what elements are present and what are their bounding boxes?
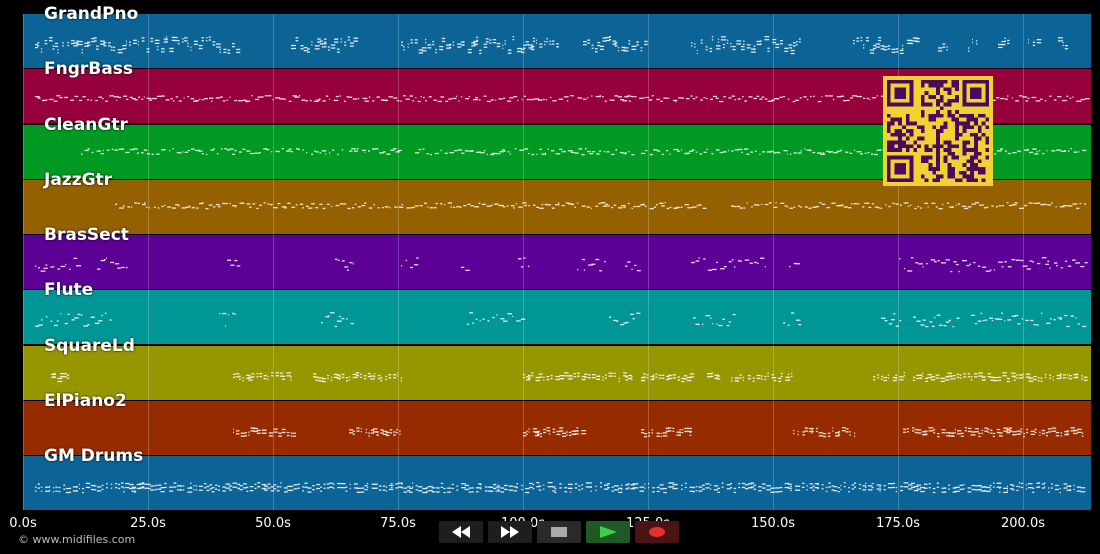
stop-icon: [550, 526, 568, 538]
track-lane-elpiano2[interactable]: ElPiano2: [23, 392, 1091, 455]
play-icon: [597, 525, 619, 539]
track-name: GM Drums: [44, 446, 144, 466]
track-lane-brassect[interactable]: BrasSect: [23, 227, 1091, 289]
rewind-button[interactable]: [439, 521, 483, 543]
rewind-icon: [450, 526, 472, 538]
track-lane-jazzgtr[interactable]: JazzGtr: [23, 171, 1091, 234]
track-name: ElPiano2: [44, 390, 127, 411]
track-notes: [51, 371, 1088, 382]
record-button[interactable]: [635, 521, 679, 543]
track-lane-gm-drums[interactable]: GM Drums: [23, 448, 1091, 510]
grid-line: [398, 14, 399, 510]
grid-line: [523, 14, 524, 510]
record-icon: [647, 525, 667, 539]
grid-line: [773, 14, 774, 510]
track-lane-grandpno[interactable]: GrandPno: [23, 6, 1091, 68]
time-tick-label: 175.0s: [876, 516, 920, 531]
track-notes: [35, 257, 1088, 273]
track-notes: [115, 201, 1086, 210]
time-tick-label: 50.0s: [255, 516, 291, 531]
stop-button[interactable]: [537, 521, 581, 543]
track-name: JazzGtr: [44, 169, 113, 190]
time-tick-label: 150.0s: [751, 516, 795, 531]
track-name: BrasSect: [44, 225, 129, 245]
track-notes: [35, 36, 1069, 55]
track-notes: [35, 312, 1087, 328]
track-name: GrandPno: [44, 4, 139, 24]
copyright-text: © www.midifiles.com: [18, 533, 136, 546]
track-name: SquareLd: [44, 335, 135, 356]
play-button[interactable]: [586, 521, 630, 543]
time-tick-label: 75.0s: [380, 516, 416, 531]
grid-line: [273, 14, 274, 510]
track-name: FngrBass: [44, 59, 133, 80]
grid-line: [23, 14, 24, 510]
grid-line: [148, 14, 149, 510]
track-notes: [233, 426, 1084, 438]
track-notes: [35, 95, 1090, 103]
transport-controls: [439, 521, 679, 543]
grid-line: [898, 14, 899, 510]
qr-code-icon[interactable]: [883, 76, 993, 186]
track-notes: [35, 482, 1086, 494]
grid-line: [1023, 14, 1024, 510]
track-name: CleanGtr: [44, 114, 128, 135]
grid-line: [648, 14, 649, 510]
fast-forward-icon: [499, 526, 521, 538]
time-tick-label: 0.0s: [9, 516, 37, 531]
track-name: Flute: [44, 280, 94, 301]
track-lane-squareld[interactable]: SquareLd: [23, 337, 1091, 400]
time-tick-label: 25.0s: [130, 516, 166, 531]
time-tick-label: 200.0s: [1001, 516, 1045, 531]
track-lane-flute[interactable]: Flute: [23, 282, 1091, 345]
fast-forward-button[interactable]: [488, 521, 532, 543]
